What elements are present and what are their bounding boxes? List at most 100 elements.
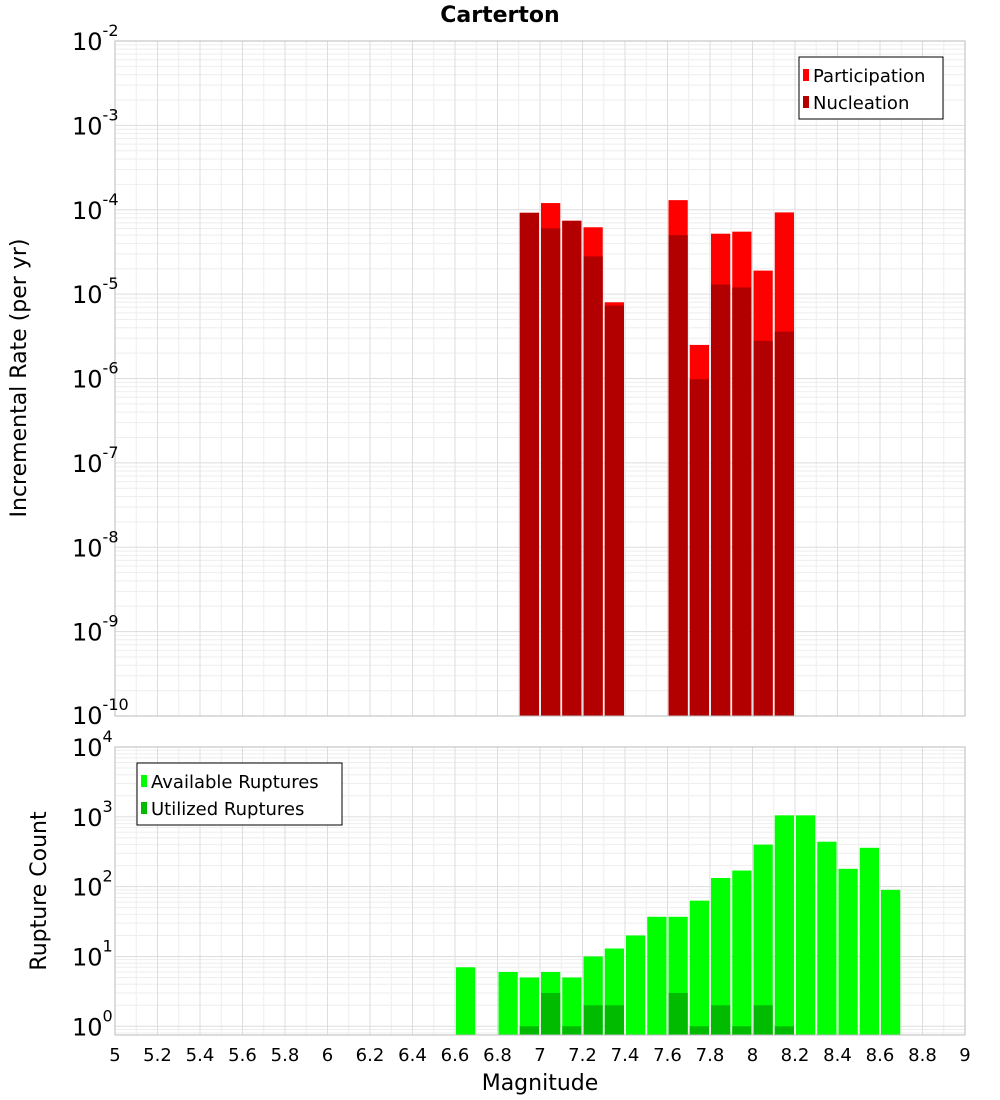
- x-tick-label: 6.2: [356, 1045, 385, 1066]
- series-available-ruptures: [456, 815, 901, 1035]
- bar: [689, 900, 709, 1035]
- rate-panel: 10-2 10-3 10-4 10-5 10-6 10-7 10-8 10-9 10-10 Par…: [72, 21, 966, 730]
- legend-box: [136, 762, 343, 826]
- y-tick-label: 10-10: [72, 695, 129, 730]
- x-tick-label: 8.6: [866, 1045, 895, 1066]
- bar: [689, 1026, 709, 1035]
- x-tick-label: 7.8: [696, 1045, 725, 1066]
- bar: [796, 815, 816, 1035]
- bar: [711, 877, 731, 1035]
- rupture-count-panel: 100 101 102 103 104 Available Ruptures Utilize…: [72, 727, 971, 1066]
- legend-box: [798, 56, 944, 120]
- legend-swatch: [141, 775, 147, 787]
- x-tick-label: 5.8: [271, 1045, 300, 1066]
- x-gridlines: [114, 747, 966, 1035]
- legend-label: Participation: [813, 66, 925, 87]
- x-tick-label: 6.4: [398, 1045, 427, 1066]
- bar: [838, 868, 858, 1035]
- x-tick-label: 8.8: [908, 1045, 937, 1066]
- legend: Participation Nucleation: [798, 56, 944, 120]
- bar: [859, 847, 879, 1035]
- y-tick-label: 102: [72, 867, 113, 902]
- legend-swatch: [141, 802, 147, 814]
- x-tick-label: 8.2: [781, 1045, 810, 1066]
- bar: [647, 916, 667, 1035]
- bar: [774, 331, 794, 716]
- y-tick-label: 10-4: [72, 190, 119, 225]
- bar: [711, 1005, 731, 1035]
- x-tick-label: 5: [109, 1045, 120, 1066]
- bar: [626, 935, 646, 1035]
- bar: [732, 1026, 752, 1035]
- x-tick-label: 7.2: [568, 1045, 597, 1066]
- bar: [519, 977, 539, 1035]
- legend-swatch: [803, 96, 809, 108]
- bar: [753, 340, 773, 716]
- bar: [817, 841, 837, 1035]
- legend-swatch: [803, 69, 809, 81]
- bar: [732, 870, 752, 1035]
- x-tick-labels: 5 5.2 5.4 5.6 5.8 6 6.2 6.4 6.6 6.8 7 7.2 7.4 7.6 7.8 8…: [109, 1045, 970, 1066]
- y-tick-labels: 100 101 102 103 104: [72, 727, 113, 1041]
- y-tick-label: 10-9: [72, 612, 119, 647]
- y-tick-label: 10-2: [72, 21, 119, 56]
- x-tick-label: 5.4: [186, 1045, 215, 1066]
- legend: Available Ruptures Utilized Ruptures: [136, 762, 343, 826]
- bar: [668, 235, 688, 716]
- y-tick-label: 10-5: [72, 274, 119, 309]
- plot-border: [114, 40, 966, 717]
- y-tick-label: 101: [72, 936, 113, 971]
- bar: [604, 1005, 624, 1035]
- plot-border: [114, 746, 966, 1036]
- legend-label: Utilized Ruptures: [151, 799, 304, 820]
- bar: [562, 1026, 582, 1035]
- bar: [519, 212, 539, 716]
- bar: [583, 256, 603, 716]
- y-tick-label: 103: [72, 797, 113, 832]
- bar: [456, 967, 476, 1035]
- y-tick-label: 10-8: [72, 527, 119, 562]
- y-tick-labels: 10-2 10-3 10-4 10-5 10-6 10-7 10-8 10-9 10-10: [72, 21, 129, 730]
- legend-label: Nucleation: [813, 93, 909, 114]
- x-tick-label: 5.2: [143, 1045, 172, 1066]
- bar: [541, 228, 561, 716]
- bar: [774, 1026, 794, 1035]
- y-tick-label: 10-6: [72, 359, 119, 394]
- bar: [774, 815, 794, 1035]
- y-tick-label: 10-7: [72, 443, 119, 478]
- chart-title: Carterton: [440, 3, 559, 28]
- bar: [562, 977, 582, 1035]
- x-tick-label: 9: [959, 1045, 970, 1066]
- y-tick-label: 10-3: [72, 105, 119, 140]
- bottom-y-axis-label: Rupture Count: [27, 811, 52, 971]
- bar: [562, 220, 582, 716]
- series-nucleation: [519, 212, 794, 716]
- bar: [583, 1005, 603, 1035]
- y-tick-label: 104: [72, 727, 113, 762]
- bar: [753, 1005, 773, 1035]
- x-tick-label: 7: [534, 1045, 545, 1066]
- x-tick-label: 6.6: [441, 1045, 470, 1066]
- x-tick-label: 6: [322, 1045, 333, 1066]
- x-tick-label: 8.4: [823, 1045, 852, 1066]
- bar: [881, 889, 901, 1035]
- x-tick-label: 5.6: [228, 1045, 257, 1066]
- x-tick-label: 7.4: [611, 1045, 640, 1066]
- bar: [753, 844, 773, 1035]
- bars: [456, 815, 901, 1035]
- x-tick-label: 8: [747, 1045, 758, 1066]
- y-tick-label: 100: [72, 1006, 113, 1041]
- x-tick-label: 7.6: [653, 1045, 682, 1066]
- bar: [668, 992, 688, 1035]
- bar: [711, 284, 731, 716]
- bar: [498, 971, 518, 1035]
- x-axis-label: Magnitude: [482, 1071, 599, 1096]
- bar: [689, 379, 709, 716]
- bar: [541, 992, 561, 1035]
- series-utilized-ruptures: [519, 992, 794, 1035]
- bar: [732, 287, 752, 716]
- bars: [519, 200, 794, 717]
- top-y-axis-label: Incremental Rate (per yr): [7, 239, 32, 518]
- bar: [519, 1026, 539, 1035]
